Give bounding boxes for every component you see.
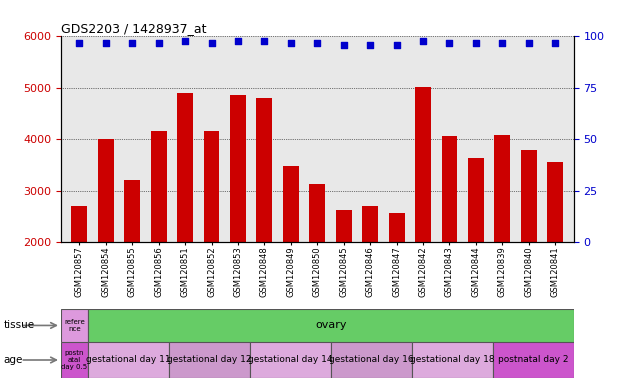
- Bar: [88, 342, 169, 378]
- Bar: [256, 98, 272, 345]
- Text: GDS2203 / 1428937_at: GDS2203 / 1428937_at: [61, 22, 206, 35]
- Bar: [204, 131, 219, 345]
- Bar: [412, 342, 493, 378]
- Bar: [493, 342, 574, 378]
- Point: [524, 40, 534, 46]
- Bar: [61, 309, 88, 342]
- Bar: [547, 162, 563, 345]
- Bar: [415, 87, 431, 345]
- Point: [206, 40, 217, 46]
- Bar: [331, 342, 412, 378]
- Bar: [151, 131, 167, 345]
- Point: [233, 38, 243, 44]
- Point: [470, 40, 481, 46]
- Text: ovary: ovary: [315, 320, 347, 331]
- Bar: [336, 210, 352, 345]
- Point: [444, 40, 454, 46]
- Text: gestational day 18: gestational day 18: [410, 356, 495, 364]
- Bar: [124, 180, 140, 345]
- Point: [180, 38, 190, 44]
- Text: age: age: [3, 355, 22, 365]
- Point: [392, 41, 402, 48]
- Point: [260, 38, 270, 44]
- Bar: [98, 139, 113, 345]
- Text: gestational day 14: gestational day 14: [248, 356, 333, 364]
- Bar: [169, 342, 250, 378]
- Text: refere
nce: refere nce: [64, 319, 85, 332]
- Bar: [71, 206, 87, 345]
- Point: [338, 41, 349, 48]
- Bar: [468, 158, 484, 345]
- Bar: [521, 151, 537, 345]
- Bar: [442, 136, 458, 345]
- Text: gestational day 16: gestational day 16: [329, 356, 413, 364]
- Bar: [310, 184, 325, 345]
- Text: postnatal day 2: postnatal day 2: [498, 356, 569, 364]
- Point: [312, 40, 322, 46]
- Bar: [388, 213, 404, 345]
- Point: [101, 40, 111, 46]
- Point: [550, 40, 560, 46]
- Bar: [283, 166, 299, 345]
- Point: [154, 40, 164, 46]
- Point: [497, 40, 508, 46]
- Text: postn
atal
day 0.5: postn atal day 0.5: [62, 350, 87, 370]
- Bar: [494, 134, 510, 345]
- Text: gestational day 11: gestational day 11: [86, 356, 171, 364]
- Bar: [362, 206, 378, 345]
- Bar: [61, 342, 88, 378]
- Point: [74, 40, 85, 46]
- Point: [127, 40, 137, 46]
- Point: [365, 41, 375, 48]
- Bar: [230, 94, 246, 345]
- Text: tissue: tissue: [3, 320, 35, 331]
- Point: [418, 38, 428, 44]
- Text: gestational day 12: gestational day 12: [167, 356, 251, 364]
- Bar: [177, 93, 193, 345]
- Bar: [250, 342, 331, 378]
- Point: [286, 40, 296, 46]
